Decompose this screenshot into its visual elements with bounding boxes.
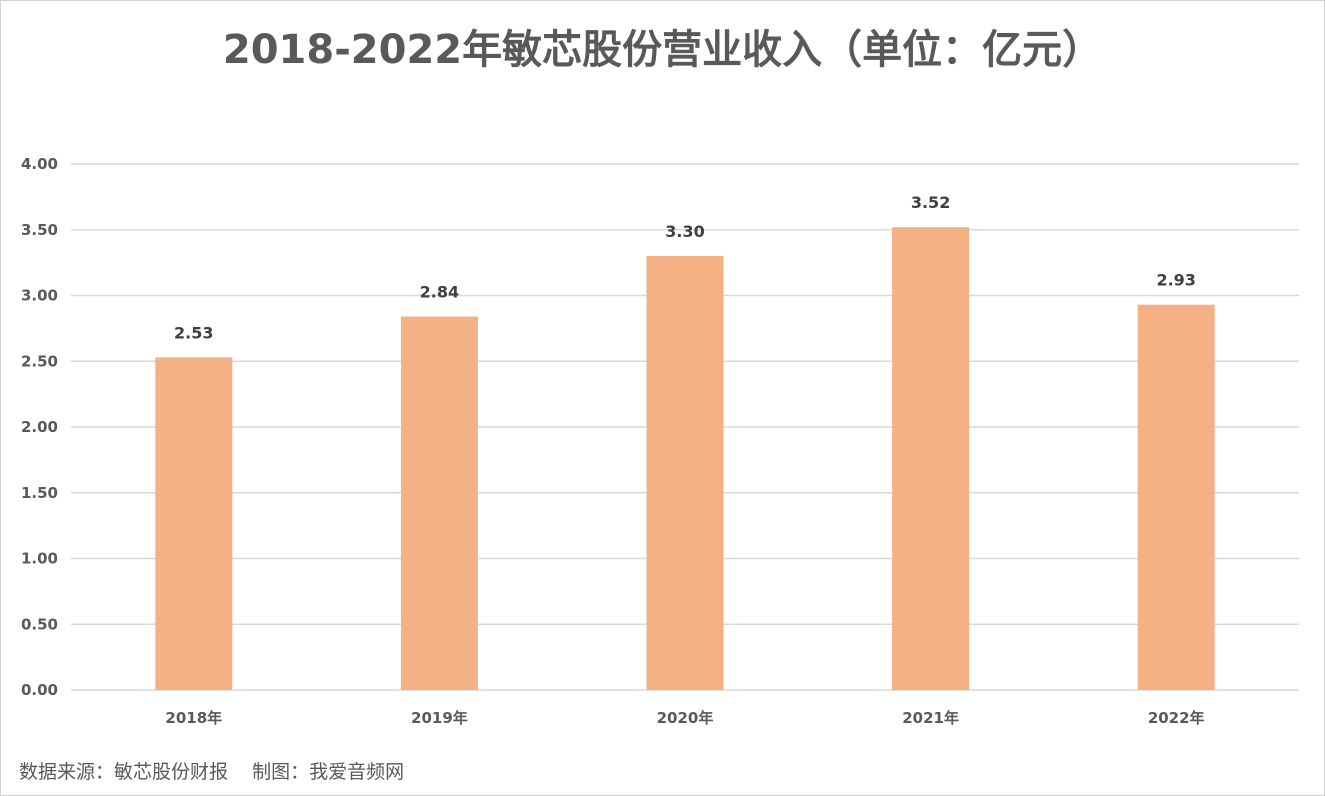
bars xyxy=(155,227,1215,690)
y-tick-label: 3.00 xyxy=(21,287,58,305)
bar xyxy=(400,316,478,690)
y-tick-label: 1.00 xyxy=(21,550,58,568)
x-tick-label: 2018年 xyxy=(165,709,222,727)
bar xyxy=(155,357,233,690)
data-labels: 2.53 2.84 3.30 3.52 2.93 xyxy=(174,193,1196,342)
data-label: 3.30 xyxy=(665,222,704,241)
bar xyxy=(1137,304,1215,690)
data-label: 3.52 xyxy=(911,193,950,212)
bar xyxy=(892,227,970,690)
y-tick-label: 2.50 xyxy=(21,352,58,370)
data-label: 2.84 xyxy=(420,283,459,302)
x-tick-label: 2020年 xyxy=(657,709,714,727)
source-note: 数据来源：敏芯股份财报 制图：我爱音频网 xyxy=(19,761,405,783)
y-tick-label: 3.50 xyxy=(21,221,58,239)
y-tick-label: 0.50 xyxy=(21,615,58,633)
x-tick-label: 2019年 xyxy=(411,709,468,727)
x-axis-ticks: 2018年 2019年 2020年 2021年 2022年 xyxy=(165,709,1204,727)
y-tick-label: 1.50 xyxy=(21,484,58,502)
y-tick-label: 0.00 xyxy=(21,681,58,699)
bar xyxy=(646,256,724,690)
y-tick-label: 4.00 xyxy=(21,155,58,173)
x-tick-label: 2021年 xyxy=(902,709,959,727)
data-label: 2.53 xyxy=(174,323,213,342)
data-label: 2.93 xyxy=(1156,271,1195,290)
y-axis-ticks: 0.00 0.50 1.00 1.50 2.00 2.50 3.00 3.50 4.00 xyxy=(21,155,58,699)
x-tick-label: 2022年 xyxy=(1148,709,1205,727)
chart-title: 2018-2022年敏芯股份营业收入（单位：亿元） xyxy=(222,27,1103,73)
y-tick-label: 2.00 xyxy=(21,418,58,436)
